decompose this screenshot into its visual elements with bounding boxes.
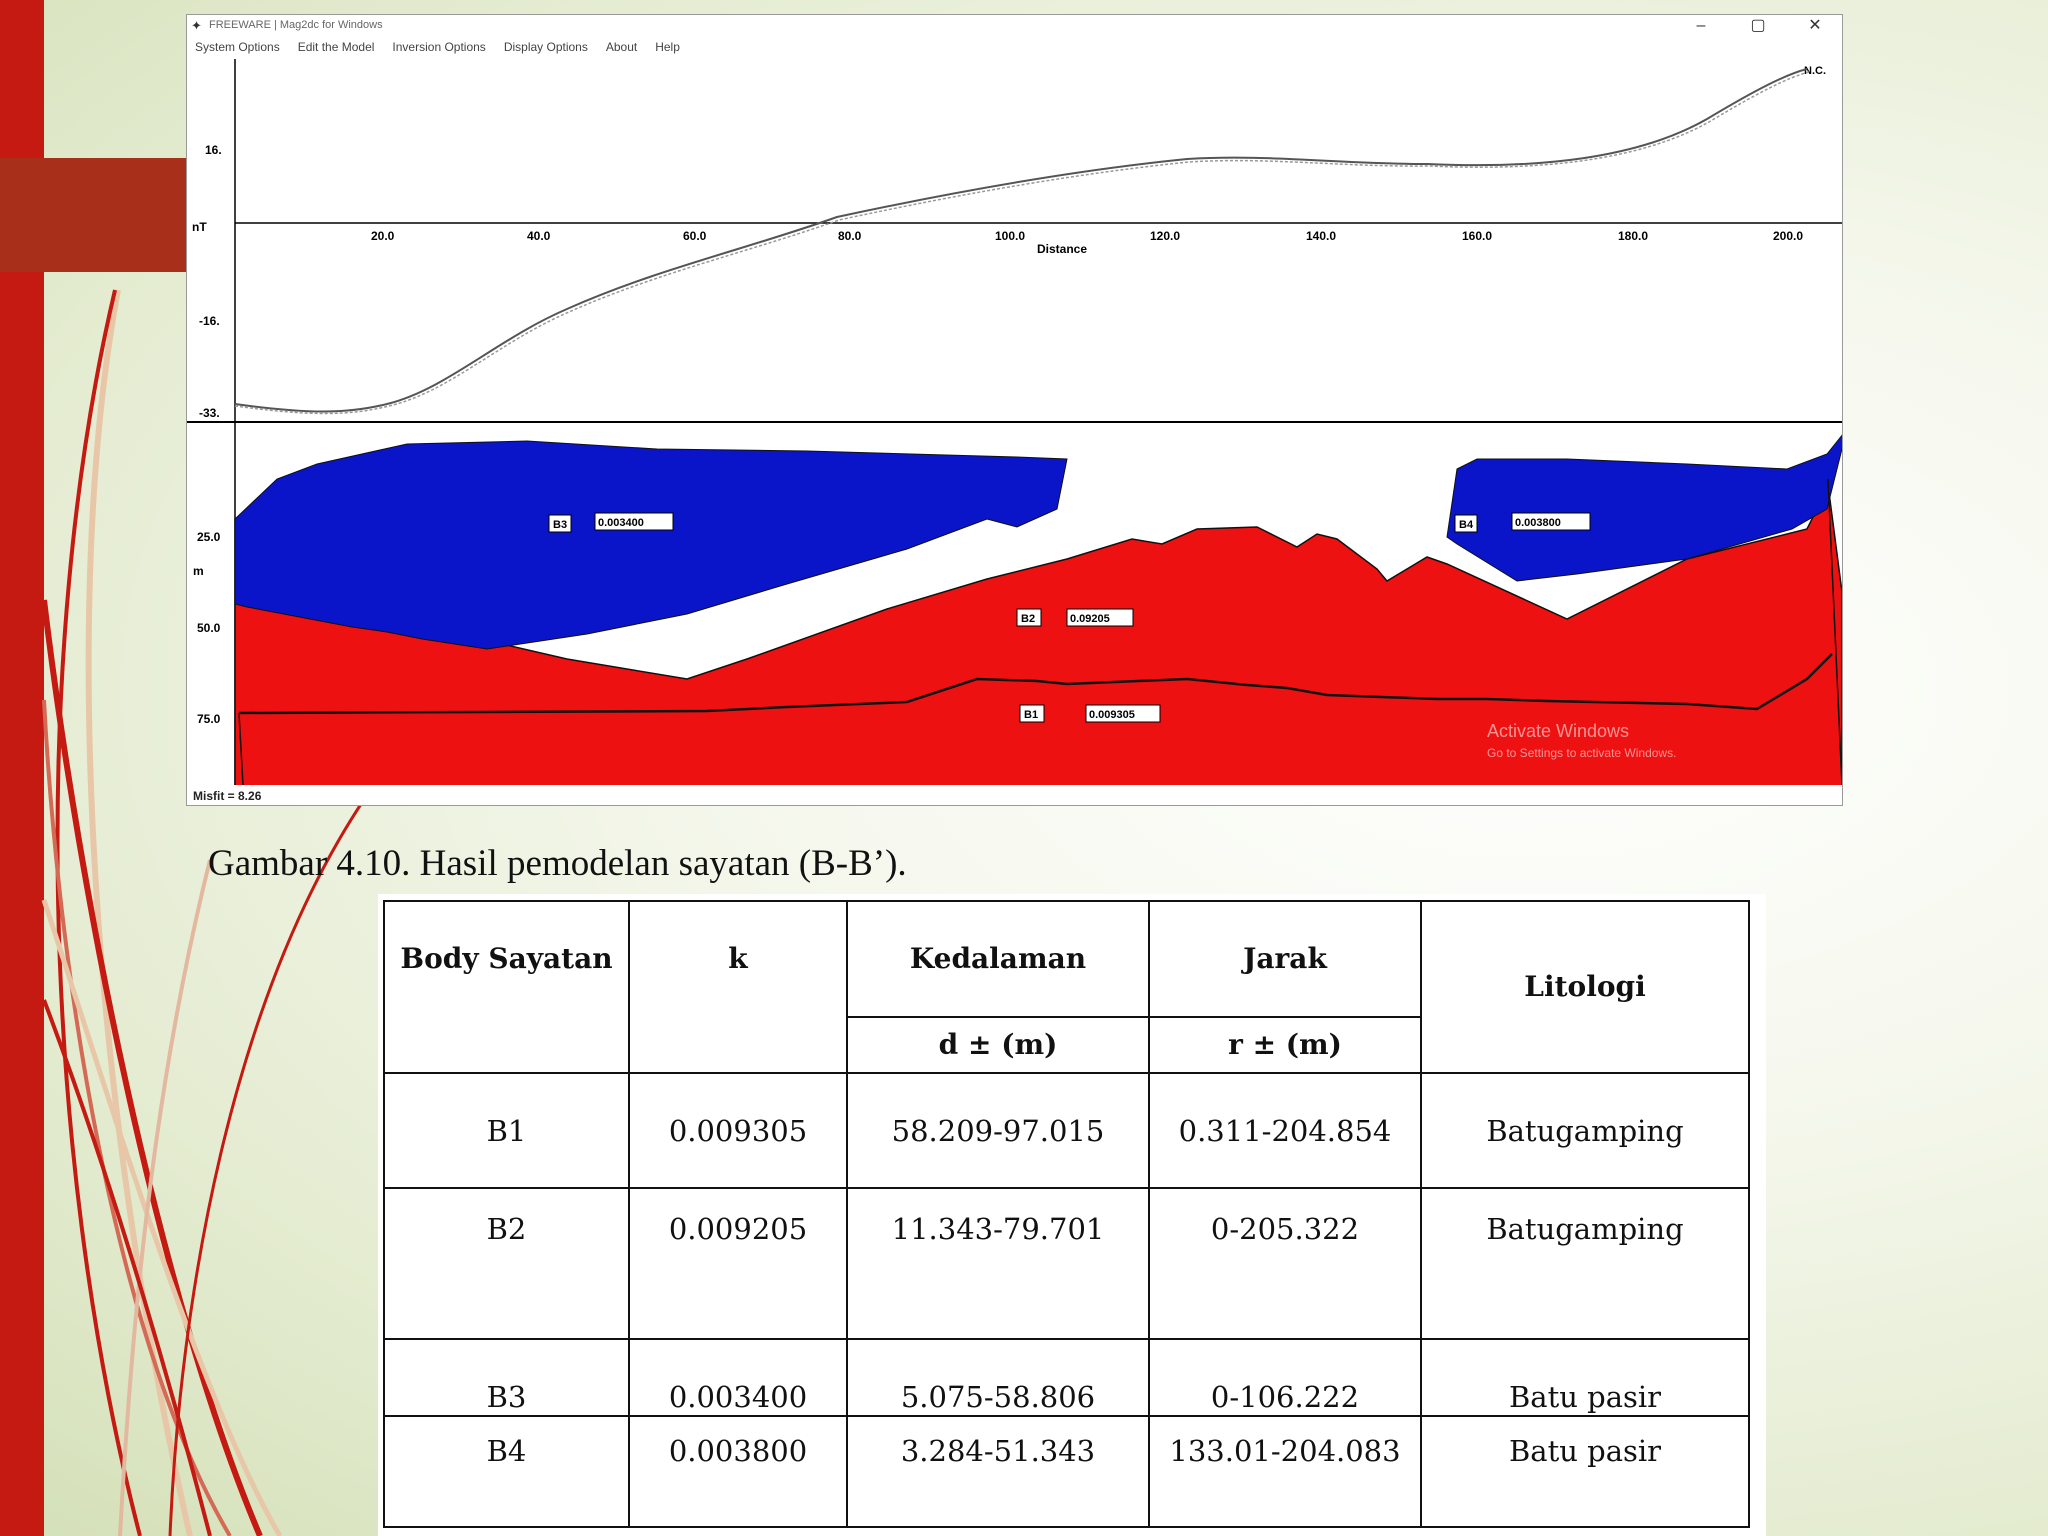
cell-distance: 0.311-204.854: [1148, 1072, 1422, 1189]
y-tick-75: 75.0: [197, 712, 221, 726]
label-b2: B2 0.09205: [1016, 608, 1134, 627]
label-b3-id: B3: [553, 519, 567, 531]
cell-depth: 11.343-79.701: [846, 1187, 1150, 1340]
misfit-readout: Misfit = 8.26: [193, 789, 262, 803]
x-tick-140: 140.0: [1306, 229, 1336, 243]
x-tick-100: 100.0: [995, 229, 1025, 243]
header-lithology: Litologi: [1420, 900, 1750, 1074]
label-b4-id: B4: [1459, 519, 1474, 531]
y-tick-50: 50.0: [197, 621, 221, 635]
window-title: FREEWARE | Mag2dc for Windows: [209, 19, 383, 31]
title-bar: ✦ FREEWARE | Mag2dc for Windows – ▢ ✕: [187, 15, 1842, 37]
cell-k: 0.003400: [628, 1338, 848, 1417]
cell-lithology: Batu pasir: [1420, 1415, 1750, 1528]
plot-area: 16. nT -16. -33. 20.0 40.0 60.0 80.0 100…: [187, 59, 1842, 785]
header-depth-unit: d ± (m): [846, 1016, 1150, 1074]
menu-help[interactable]: Help: [655, 40, 680, 54]
x-tick-20: 20.0: [371, 229, 395, 243]
x-axis-label: Distance: [1037, 242, 1087, 256]
label-b1: B1 0.009305: [1019, 704, 1161, 723]
watermark-line1: Activate Windows: [1487, 721, 1630, 741]
y-tick-16: 16.: [205, 143, 222, 157]
table-row: B4 0.003800 3.284-51.343 133.01-204.083 …: [383, 1415, 1750, 1528]
table-row: B2 0.009205 11.343-79.701 0-205.322 Batu…: [383, 1187, 1750, 1340]
label-b1-id: B1: [1024, 709, 1038, 721]
body-b3: [234, 440, 1068, 650]
label-b2-k: 0.09205: [1070, 613, 1110, 625]
close-button[interactable]: ✕: [1808, 17, 1822, 34]
results-table-panel: Body Sayatan k Kedalaman Jarak Litologi …: [378, 894, 1766, 1536]
activate-windows-watermark: Activate Windows Go to Settings to activ…: [1487, 721, 1676, 760]
x-tick-160: 160.0: [1462, 229, 1492, 243]
menu-inversion-options[interactable]: Inversion Options: [392, 40, 486, 54]
maximize-button[interactable]: ▢: [1750, 17, 1766, 34]
table-row: B1 0.009305 58.209-97.015 0.311-204.854 …: [383, 1072, 1750, 1189]
x-tick-60: 60.0: [683, 229, 707, 243]
right-edge-line: [1827, 478, 1842, 785]
header-distance: Jarak: [1148, 900, 1422, 1018]
table-row: B3 0.003400 5.075-58.806 0-106.222 Batu …: [383, 1338, 1750, 1417]
header-distance-unit: r ± (m): [1148, 1016, 1422, 1074]
watermark-line2: Go to Settings to activate Windows.: [1487, 746, 1677, 760]
mag2dc-window: ✦ FREEWARE | Mag2dc for Windows – ▢ ✕ Sy…: [186, 14, 1843, 806]
menu-bar: System Options Edit the Model Inversion …: [187, 37, 1842, 57]
menu-edit-model[interactable]: Edit the Model: [297, 40, 375, 54]
y-tick-neg33: -33.: [199, 406, 220, 420]
cell-lithology: Batugamping: [1420, 1072, 1750, 1189]
calculated-curve: [234, 71, 1810, 415]
cell-lithology: Batugamping: [1420, 1187, 1750, 1340]
corner-label: N.C.: [1804, 65, 1826, 77]
cell-depth: 5.075-58.806: [846, 1338, 1150, 1417]
cell-body: B2: [383, 1187, 630, 1340]
label-b3: B3 0.003400: [548, 512, 674, 533]
cell-body: B1: [383, 1072, 630, 1189]
menu-display-options[interactable]: Display Options: [503, 40, 588, 54]
menu-about[interactable]: About: [605, 40, 638, 54]
label-b4: B4 0.003800: [1454, 512, 1591, 533]
y-tick-25: 25.0: [197, 530, 221, 544]
cell-distance: 0-106.222: [1148, 1338, 1422, 1417]
cell-k: 0.009205: [628, 1187, 848, 1340]
cell-distance: 0-205.322: [1148, 1187, 1422, 1340]
results-table: Body Sayatan k Kedalaman Jarak Litologi …: [383, 900, 1750, 1528]
header-body: Body Sayatan: [383, 900, 630, 1074]
cell-body: B3: [383, 1338, 630, 1417]
body-b1-boundary: [238, 653, 1833, 715]
cell-distance: 133.01-204.083: [1148, 1415, 1422, 1528]
body-b4: [1446, 434, 1842, 582]
minimize-button[interactable]: –: [1696, 17, 1706, 34]
app-icon: ✦: [191, 18, 202, 33]
x-tick-200: 200.0: [1773, 229, 1803, 243]
slide-title-tab: [0, 158, 186, 272]
y-unit-m: m: [193, 564, 204, 578]
figure-caption: Gambar 4.10. Hasil pemodelan sayatan (B-…: [208, 843, 907, 884]
cell-lithology: Batu pasir: [1420, 1338, 1750, 1417]
x-tick-40: 40.0: [527, 229, 551, 243]
cell-depth: 3.284-51.343: [846, 1415, 1150, 1528]
observed-curve: [234, 68, 1808, 413]
x-tick-180: 180.0: [1618, 229, 1648, 243]
cell-k: 0.009305: [628, 1072, 848, 1189]
label-b1-k: 0.009305: [1089, 709, 1135, 721]
cell-k: 0.003800: [628, 1415, 848, 1528]
header-k: k: [628, 900, 848, 1074]
left-edge-line: [238, 712, 244, 785]
x-tick-80: 80.0: [838, 229, 862, 243]
header-depth: Kedalaman: [846, 900, 1150, 1018]
label-b4-k: 0.003800: [1515, 517, 1561, 529]
y-unit-nt: nT: [192, 220, 207, 234]
x-tick-120: 120.0: [1150, 229, 1180, 243]
y-tick-neg16: -16.: [199, 314, 220, 328]
label-b3-k: 0.003400: [598, 517, 644, 529]
label-b2-id: B2: [1021, 613, 1035, 625]
cell-body: B4: [383, 1415, 630, 1528]
cell-depth: 58.209-97.015: [846, 1072, 1150, 1189]
menu-system-options[interactable]: System Options: [195, 40, 280, 54]
